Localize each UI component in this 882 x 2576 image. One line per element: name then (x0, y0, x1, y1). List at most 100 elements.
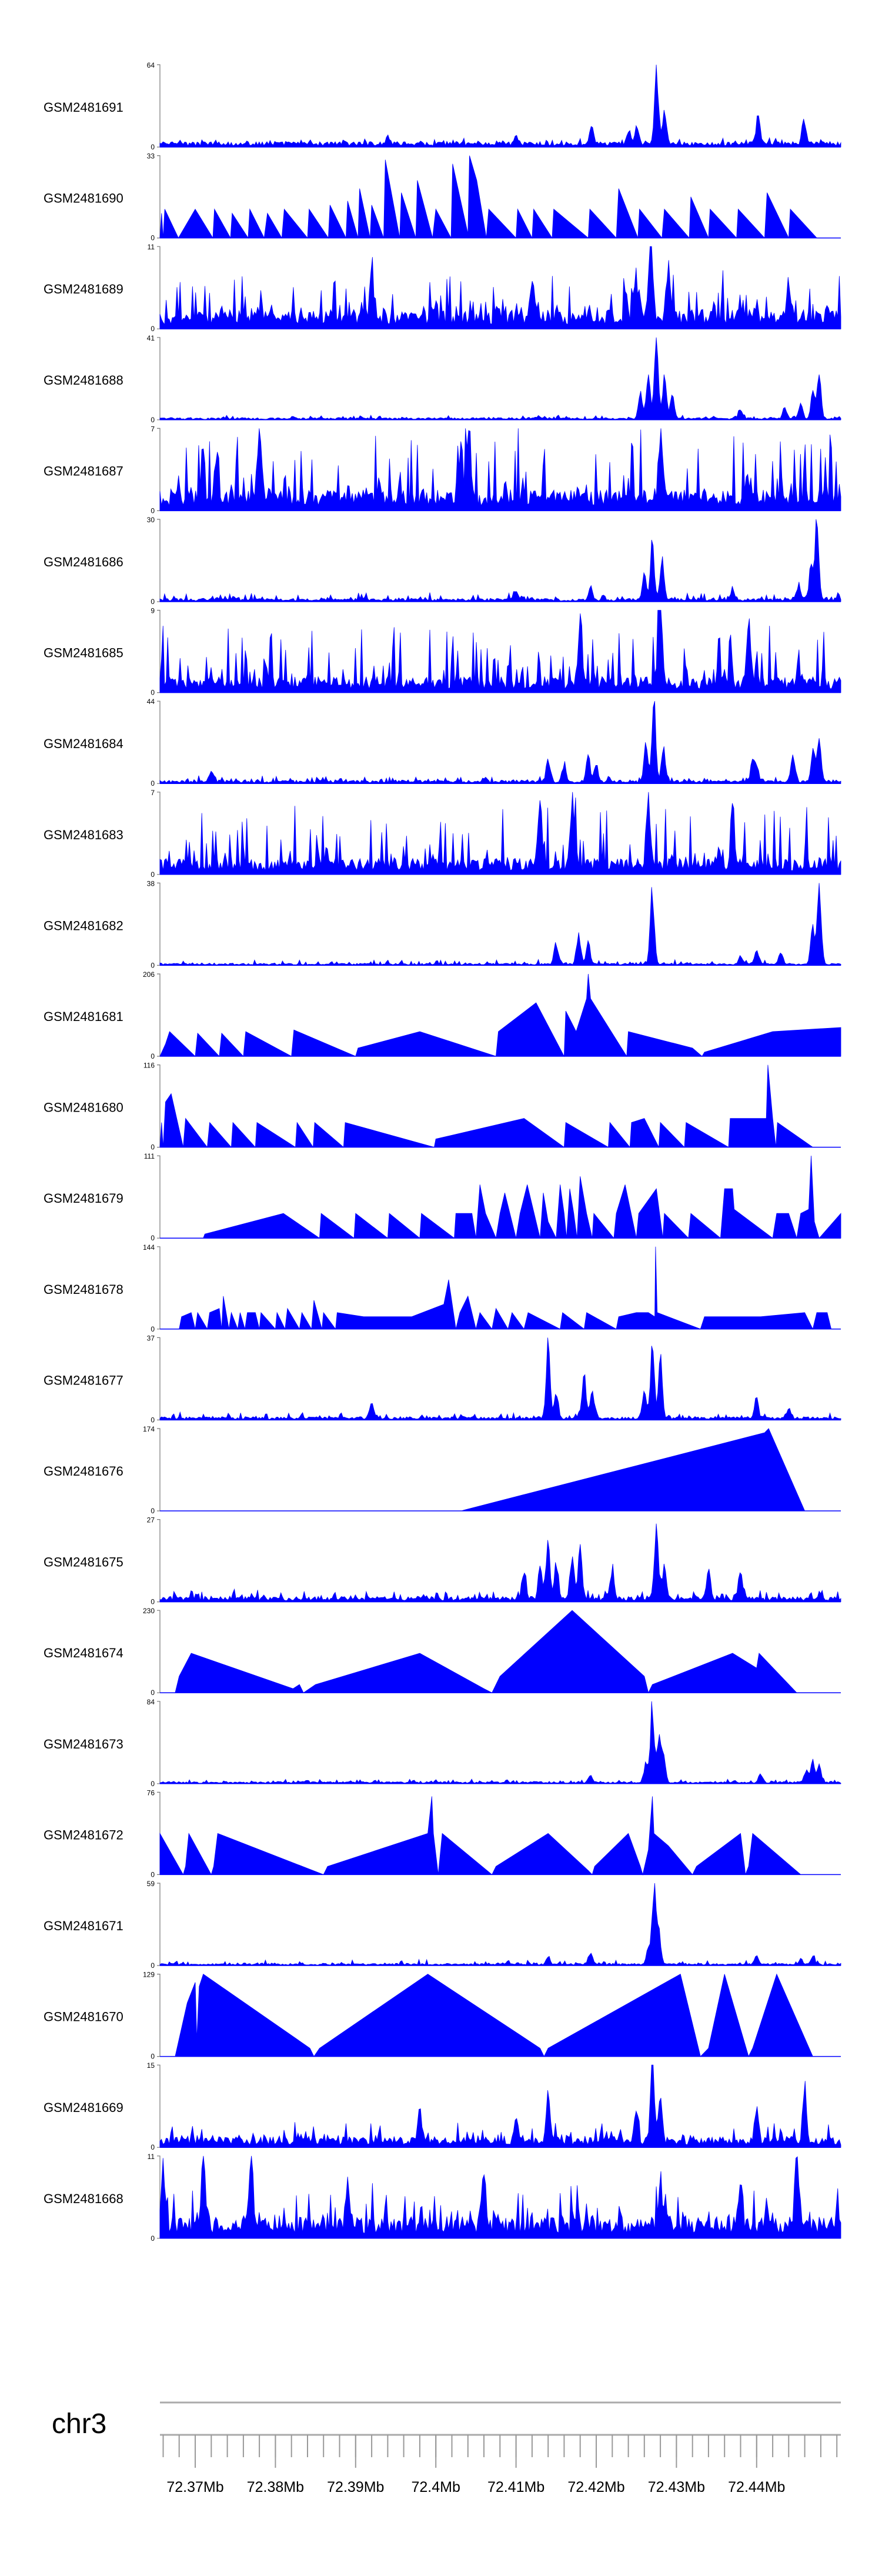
y-axis-max-label: 206 (143, 970, 155, 979)
y-axis-bracket (157, 700, 161, 784)
y-axis-min-label: 0 (151, 1598, 155, 1606)
signal-area (159, 973, 841, 1057)
y-axis-max-label: 64 (147, 61, 155, 69)
y-axis-max-label: 129 (143, 1971, 155, 1979)
signal-area (159, 2155, 841, 2239)
signal-area (159, 519, 841, 602)
y-axis-min-label: 0 (151, 1507, 155, 1515)
y-axis-min-label: 0 (151, 506, 155, 515)
y-axis-min-label: 0 (151, 1416, 155, 1424)
track: GSM2481689 11 0 (44, 243, 841, 333)
track-label: GSM2481678 (44, 1282, 123, 1297)
track: GSM2481677 37 0 (44, 1334, 841, 1424)
y-axis-bracket (157, 1610, 161, 1693)
y-axis-max-label: 144 (143, 1243, 155, 1252)
y-axis-bracket (157, 1155, 161, 1239)
track-label: GSM2481668 (44, 2191, 123, 2206)
y-axis-min-label: 0 (151, 143, 155, 151)
track: GSM2481680 116 0 (44, 1062, 841, 1152)
track: GSM2481684 44 0 (44, 698, 841, 788)
track: GSM2481671 59 0 (44, 1880, 841, 1970)
signal-area (461, 1428, 806, 1511)
signal-area (179, 1246, 832, 1330)
y-axis-bracket (157, 610, 161, 693)
signal-area (159, 1065, 814, 1149)
y-axis-min-label: 0 (151, 2143, 155, 2151)
y-axis-min-label: 0 (151, 2053, 155, 2061)
y-axis-bracket (157, 2064, 161, 2148)
track-label: GSM2481686 (44, 555, 123, 569)
signal-area (159, 1701, 841, 1784)
track: GSM2481676 174 0 (44, 1425, 841, 1515)
y-axis-max-label: 11 (148, 2153, 155, 2161)
y-axis-min-label: 0 (151, 1325, 155, 1333)
y-axis-max-label: 174 (143, 1425, 155, 1433)
track-label: GSM2481688 (44, 373, 123, 388)
y-axis-bracket (157, 792, 161, 875)
y-axis-min-label: 0 (151, 234, 155, 242)
track-label: GSM2481669 (44, 2100, 123, 2115)
y-axis-bracket (157, 337, 161, 421)
track: GSM2481690 33 0 (44, 152, 841, 242)
y-axis-min-label: 0 (151, 2234, 155, 2243)
track-label: GSM2481690 (44, 191, 123, 206)
y-axis-bracket (157, 1974, 161, 2057)
y-axis-max-label: 30 (147, 516, 155, 524)
track-label: GSM2481671 (44, 1918, 123, 1933)
track: GSM2481691 64 0 (44, 61, 841, 151)
track-label: GSM2481689 (44, 282, 123, 296)
track: GSM2481668 11 0 (44, 2153, 841, 2243)
y-axis-min-label: 0 (151, 1689, 155, 1697)
signal-area (159, 610, 841, 693)
signal-tracks: GSM2481691640GSM2481690330GSM2481689110G… (44, 61, 841, 2243)
track-label: GSM2481683 (44, 827, 123, 842)
y-axis-bracket (157, 1246, 161, 1330)
track-label: GSM2481684 (44, 736, 123, 751)
y-axis-bracket (157, 1883, 161, 1966)
y-axis-min-label: 0 (151, 779, 155, 788)
y-axis-max-label: 38 (147, 879, 155, 887)
track: GSM2481674 230 0 (44, 1607, 841, 1697)
y-axis-max-label: 37 (147, 1334, 155, 1342)
track: GSM2481669 15 0 (44, 2061, 841, 2151)
track: GSM2481681 206 0 (44, 970, 841, 1060)
signal-area (159, 1883, 841, 1966)
y-axis-min-label: 0 (151, 1234, 155, 1242)
track: GSM2481672 76 0 (44, 1788, 841, 1878)
signal-area (159, 701, 841, 784)
y-axis-bracket (157, 2155, 161, 2239)
signal-area (159, 428, 841, 511)
y-axis-min-label: 0 (151, 416, 155, 424)
signal-area (175, 1610, 797, 1694)
track-label: GSM2481680 (44, 1100, 123, 1115)
y-axis-bracket (157, 1337, 161, 1420)
axis-tick-label: 72.42Mb (567, 2479, 624, 2495)
track-label: GSM2481676 (44, 1464, 123, 1479)
y-axis-max-label: 15 (147, 2061, 155, 2070)
track: GSM2481688 41 0 (44, 334, 841, 424)
signal-area (159, 883, 841, 966)
track-label: GSM2481687 (44, 463, 123, 478)
y-axis-bracket (157, 1701, 161, 1784)
track-label: GSM2481691 (44, 100, 123, 115)
y-axis-max-label: 84 (147, 1698, 155, 1706)
track-label: GSM2481670 (44, 2010, 123, 2024)
track: GSM2481683 7 0 (44, 789, 841, 879)
y-axis-min-label: 0 (151, 1780, 155, 1788)
y-axis-max-label: 9 (151, 607, 155, 615)
y-axis-bracket (157, 973, 161, 1057)
track: GSM2481685 9 0 (44, 607, 841, 697)
track-label: GSM2481685 (44, 646, 123, 660)
axis-tick-label: 72.44Mb (728, 2479, 785, 2495)
y-axis-min-label: 0 (151, 1961, 155, 1970)
signal-area (159, 155, 818, 239)
y-axis-bracket (157, 64, 161, 148)
signal-area (159, 337, 841, 421)
y-axis-max-label: 33 (147, 152, 155, 161)
y-axis-max-label: 59 (147, 1880, 155, 1888)
y-axis-min-label: 0 (151, 1143, 155, 1152)
axis-tick-label: 72.39Mb (327, 2479, 384, 2495)
axis-ticks: 72.37Mb 72.38Mb 72.39Mb 72.4Mb 72.41Mb 72.42M… (162, 2435, 838, 2495)
signal-area (175, 1973, 813, 2057)
y-axis-max-label: 116 (143, 1062, 155, 1070)
